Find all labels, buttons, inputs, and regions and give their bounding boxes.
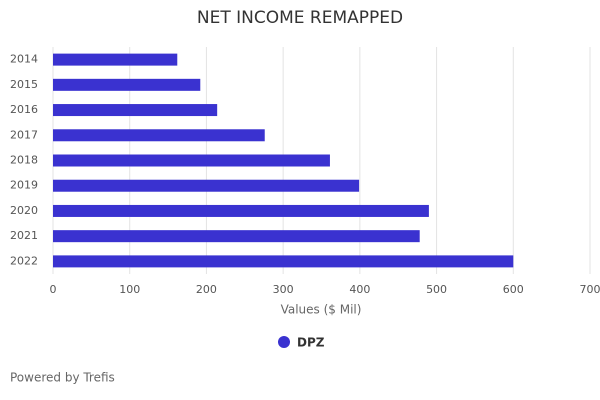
- bar: [53, 78, 201, 91]
- bar: [53, 204, 429, 217]
- y-tick-label: 2015: [10, 78, 38, 91]
- x-tick-label: 200: [196, 283, 217, 296]
- x-tick-label: 700: [580, 283, 600, 296]
- bar: [53, 255, 514, 268]
- x-tick-label: 0: [50, 283, 57, 296]
- x-axis-label: Values ($ Mil): [281, 303, 362, 317]
- legend-marker: [278, 336, 290, 348]
- x-tick-label: 400: [349, 283, 370, 296]
- y-tick-label: 2019: [10, 179, 38, 192]
- bar: [53, 179, 360, 192]
- bar: [53, 53, 178, 66]
- credit: Powered by Trefis: [10, 371, 115, 385]
- legend-label: DPZ: [297, 336, 325, 350]
- bar: [53, 154, 330, 167]
- y-tick-label: 2021: [10, 229, 38, 242]
- x-tick-label: 500: [426, 283, 447, 296]
- y-tick-label: 2016: [10, 103, 38, 116]
- x-tick-label: 600: [503, 283, 524, 296]
- x-tick-label: 100: [119, 283, 140, 296]
- y-tick-label: 2018: [10, 154, 38, 167]
- y-tick-label: 2014: [10, 53, 38, 66]
- bar: [53, 104, 218, 117]
- y-tick-label: 2017: [10, 128, 38, 141]
- y-tick-label: 2022: [10, 254, 38, 267]
- chart-title: NET INCOME REMAPPED: [197, 8, 403, 28]
- x-tick-label: 300: [273, 283, 294, 296]
- bar: [53, 230, 420, 243]
- y-tick-label: 2020: [10, 204, 38, 217]
- bar: [53, 129, 265, 142]
